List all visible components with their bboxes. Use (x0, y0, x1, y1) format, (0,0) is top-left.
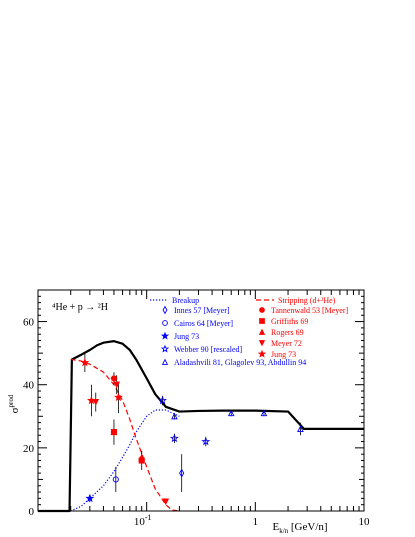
data-point-star-open (201, 436, 211, 446)
data-point-triangle-open (171, 412, 178, 420)
y-tick-label: 0 (29, 506, 35, 518)
legend-label: Meyer 72 (271, 339, 302, 348)
y-tick-label: 40 (23, 380, 35, 392)
curve-breakup (70, 409, 180, 512)
data-point-triangle-open (227, 409, 235, 417)
x-tick-label: 10-1 (134, 513, 152, 528)
legend-marker (160, 344, 170, 353)
plot-frame (37, 289, 365, 512)
data-point-triangle-down-filled (162, 498, 170, 506)
x-axis-title-main: E (272, 521, 279, 533)
data-point-star-filled (80, 357, 90, 367)
legend-marker (259, 307, 265, 313)
reaction-label: ⁴He + p → ²H (52, 302, 108, 313)
legend-marker (258, 340, 266, 347)
legend-marker (162, 305, 168, 315)
data-point-square-filled (110, 429, 118, 436)
legend-label-stripping: Stripping (d+³He) (278, 296, 336, 305)
legend-label: Jung 73 (174, 332, 199, 341)
markers-layer (80, 357, 304, 506)
x-axis-title: Ek/n [GeV/n] (272, 521, 327, 535)
x-axis-title-unit: [GeV/n] (288, 521, 327, 533)
data-point-triangle-open (260, 409, 268, 417)
legend-marker (259, 318, 265, 324)
legend: Breakup Stripping (d+³He) Innes 57 [Meyer]… (150, 296, 349, 367)
x-axis-title-sub: k/n (279, 527, 288, 535)
legend-label: Rogers 69 (271, 328, 304, 337)
y-axis-title-sup: prod (7, 394, 15, 407)
axis-ticks: 10-1 1 10 0 20 40 60 (23, 289, 371, 528)
data-point-star-open (169, 433, 179, 443)
legend-label: Jung 73 (271, 350, 296, 359)
curve-total (38, 340, 364, 513)
data-point-triangle-open (297, 425, 304, 432)
x-tick-label-exponent: -1 (145, 513, 152, 522)
legend-label: Aladashvili 81, Glagolev 93, Abdullin 94 (174, 358, 306, 367)
data-point-triangle-down-filled (113, 381, 121, 389)
legend-marker (258, 328, 266, 335)
data-point-triangle-down-filled (92, 399, 100, 406)
data-point-circle-filled (110, 375, 118, 382)
x-tick-label: 10 (359, 516, 371, 528)
legend-marker (162, 320, 168, 326)
data-point-star-filled (114, 392, 123, 402)
legend-label: Webber 90 [rescaled] (174, 345, 243, 354)
legend-label: Tannenwald 53 [Meyer] (271, 306, 349, 315)
data-point-star-filled (85, 493, 95, 503)
legend-label: Griffiths 69 (271, 317, 308, 326)
legend-marker (257, 349, 267, 358)
data-point-triangle-filled (138, 453, 146, 461)
data-point-star-open (158, 395, 167, 405)
curve-stripping (70, 358, 180, 512)
y-tick-label: 20 (23, 443, 35, 455)
y-axis-title-main: σ (9, 407, 21, 413)
legend-label-breakup: Breakup (172, 296, 199, 305)
data-point-star-filled (86, 395, 96, 405)
y-tick-label: 60 (23, 317, 35, 329)
data-point-diamond-open (179, 468, 185, 478)
y-axis-title: σprod (7, 394, 21, 413)
legend-marker (160, 331, 170, 340)
legend-label: Cairos 64 [Meyer] (174, 319, 233, 328)
error-bars-layer (84, 353, 301, 504)
x-tick-label: 1 (253, 516, 259, 528)
data-point-circle-open (112, 476, 119, 483)
legend-label: Innes 57 [Meyer] (174, 306, 230, 315)
legend-marker (161, 358, 169, 365)
